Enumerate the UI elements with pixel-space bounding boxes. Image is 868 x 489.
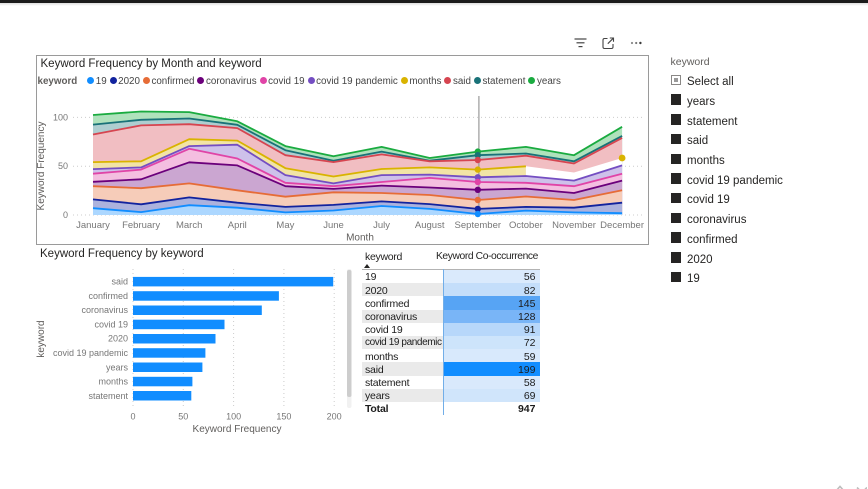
svg-text:December: December [600,220,644,231]
svg-text:150: 150 [276,412,291,422]
svg-text:November: November [552,220,596,231]
svg-text:200: 200 [327,412,342,422]
svg-text:Keyword Frequency: Keyword Frequency [193,424,282,435]
svg-text:April: April [228,220,247,231]
svg-text:months: months [98,377,128,387]
svg-text:coronavirus: coronavirus [81,305,128,315]
svg-text:confirmed: confirmed [88,291,128,301]
svg-text:0: 0 [130,412,135,422]
svg-text:keyword: keyword [36,320,47,357]
svg-text:100: 100 [226,412,241,422]
svg-text:statement: statement [88,391,128,401]
svg-text:50: 50 [178,412,188,422]
svg-text:50: 50 [58,161,68,171]
svg-text:Month: Month [346,233,374,244]
svg-text:July: July [373,220,390,231]
svg-text:2020: 2020 [108,334,128,344]
svg-text:covid 19 pandemic: covid 19 pandemic [53,348,129,358]
svg-text:said: said [111,277,128,287]
svg-text:February: February [122,220,160,231]
svg-text:August: August [415,220,445,231]
svg-text:October: October [509,220,543,231]
svg-text:September: September [455,220,501,231]
svg-text:0: 0 [63,210,68,220]
svg-text:years: years [106,362,129,372]
svg-text:May: May [276,220,294,231]
svg-text:covid 19: covid 19 [94,320,128,330]
svg-text:100: 100 [53,112,68,122]
svg-text:March: March [176,220,202,231]
svg-text:Keyword Frequency: Keyword Frequency [37,122,47,211]
svg-text:June: June [323,220,344,231]
svg-text:January: January [76,220,110,231]
